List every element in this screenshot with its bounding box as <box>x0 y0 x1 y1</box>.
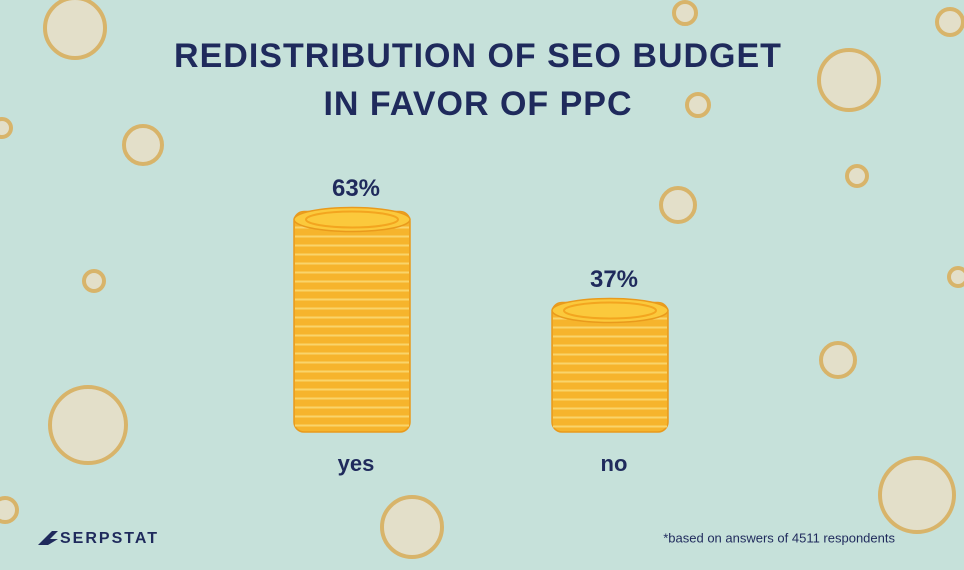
x-tick-label: no <box>601 451 628 476</box>
chart-title: REDISTRIBUTION OF SEO BUDGET <box>174 37 782 75</box>
coin-top-inner <box>305 210 399 229</box>
footnote: *based on answers of 4511 respondents <box>663 530 895 545</box>
brand-name: SERPSTAT <box>60 530 159 547</box>
brand-logo: SERPSTAT <box>38 530 159 547</box>
value-label: 63% <box>332 175 380 202</box>
x-tick-label: yes <box>338 451 375 476</box>
coin-top-inner <box>563 301 657 320</box>
chart-title: IN FAVOR OF PPC <box>323 85 632 123</box>
value-label: 37% <box>590 266 638 293</box>
